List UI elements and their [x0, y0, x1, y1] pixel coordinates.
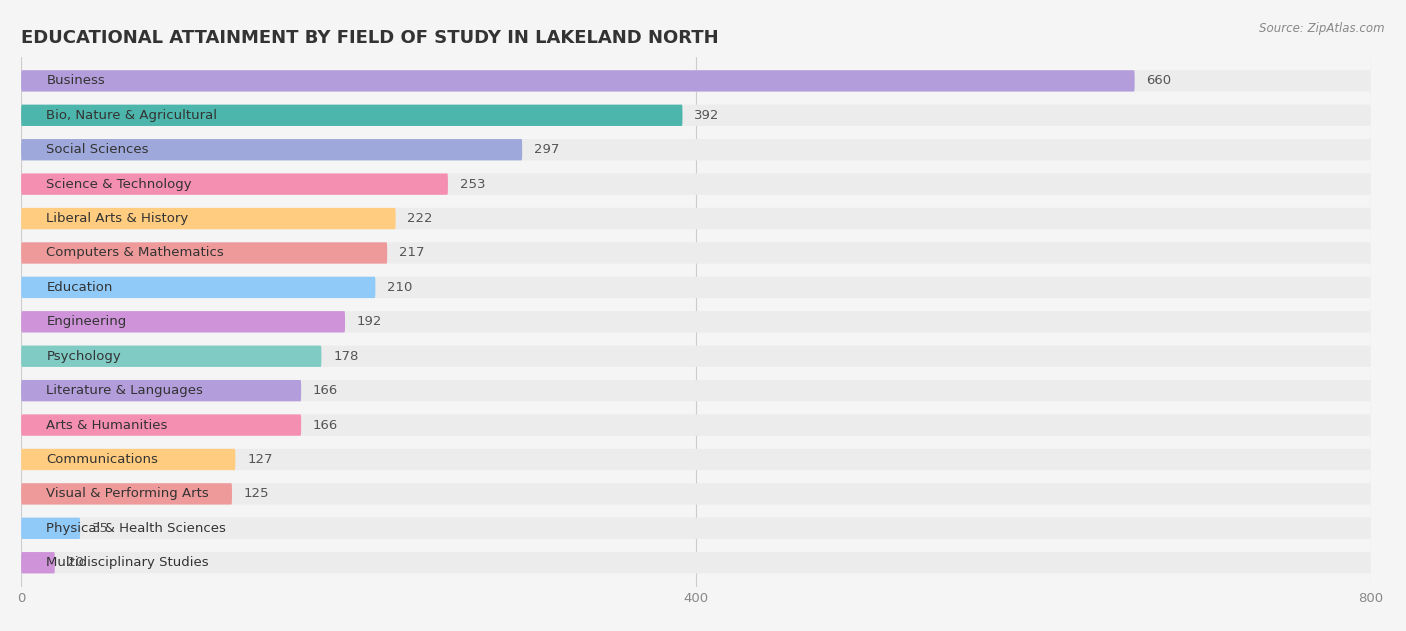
Text: 253: 253: [460, 178, 485, 191]
Text: Communications: Communications: [46, 453, 159, 466]
Text: 178: 178: [333, 350, 359, 363]
Text: 217: 217: [399, 247, 425, 259]
Text: 392: 392: [695, 109, 720, 122]
Text: Multidisciplinary Studies: Multidisciplinary Studies: [46, 557, 209, 569]
FancyBboxPatch shape: [21, 483, 1371, 505]
FancyBboxPatch shape: [21, 208, 1371, 229]
Text: 660: 660: [1146, 74, 1171, 87]
Text: 125: 125: [243, 487, 270, 500]
FancyBboxPatch shape: [21, 105, 682, 126]
FancyBboxPatch shape: [21, 483, 232, 505]
FancyBboxPatch shape: [21, 139, 1371, 160]
FancyBboxPatch shape: [21, 311, 344, 333]
Text: Business: Business: [46, 74, 105, 87]
Text: 127: 127: [247, 453, 273, 466]
Text: 192: 192: [357, 316, 382, 328]
FancyBboxPatch shape: [21, 346, 322, 367]
FancyBboxPatch shape: [21, 139, 522, 160]
FancyBboxPatch shape: [21, 517, 1371, 539]
Text: 297: 297: [534, 143, 560, 156]
FancyBboxPatch shape: [21, 517, 80, 539]
Text: 35: 35: [91, 522, 108, 535]
FancyBboxPatch shape: [21, 174, 449, 195]
FancyBboxPatch shape: [21, 449, 235, 470]
FancyBboxPatch shape: [21, 70, 1371, 91]
Text: 166: 166: [314, 418, 339, 432]
FancyBboxPatch shape: [21, 242, 1371, 264]
Text: EDUCATIONAL ATTAINMENT BY FIELD OF STUDY IN LAKELAND NORTH: EDUCATIONAL ATTAINMENT BY FIELD OF STUDY…: [21, 29, 718, 47]
Text: Science & Technology: Science & Technology: [46, 178, 193, 191]
FancyBboxPatch shape: [21, 552, 1371, 574]
FancyBboxPatch shape: [21, 174, 1371, 195]
Text: 20: 20: [66, 557, 83, 569]
Text: Social Sciences: Social Sciences: [46, 143, 149, 156]
Text: Physical & Health Sciences: Physical & Health Sciences: [46, 522, 226, 535]
Text: Bio, Nature & Agricultural: Bio, Nature & Agricultural: [46, 109, 218, 122]
FancyBboxPatch shape: [21, 105, 1371, 126]
FancyBboxPatch shape: [21, 277, 375, 298]
FancyBboxPatch shape: [21, 311, 1371, 333]
FancyBboxPatch shape: [21, 70, 1135, 91]
Text: Source: ZipAtlas.com: Source: ZipAtlas.com: [1260, 22, 1385, 35]
FancyBboxPatch shape: [21, 346, 1371, 367]
Text: Liberal Arts & History: Liberal Arts & History: [46, 212, 188, 225]
FancyBboxPatch shape: [21, 415, 301, 436]
Text: Education: Education: [46, 281, 112, 294]
FancyBboxPatch shape: [21, 208, 395, 229]
Text: Arts & Humanities: Arts & Humanities: [46, 418, 167, 432]
FancyBboxPatch shape: [21, 380, 1371, 401]
Text: 210: 210: [387, 281, 412, 294]
Text: Engineering: Engineering: [46, 316, 127, 328]
FancyBboxPatch shape: [21, 415, 1371, 436]
Text: Visual & Performing Arts: Visual & Performing Arts: [46, 487, 209, 500]
FancyBboxPatch shape: [21, 277, 1371, 298]
Text: Computers & Mathematics: Computers & Mathematics: [46, 247, 224, 259]
FancyBboxPatch shape: [21, 242, 387, 264]
FancyBboxPatch shape: [21, 449, 1371, 470]
Text: 222: 222: [408, 212, 433, 225]
Text: Psychology: Psychology: [46, 350, 121, 363]
Text: Literature & Languages: Literature & Languages: [46, 384, 204, 397]
FancyBboxPatch shape: [21, 552, 55, 574]
Text: 166: 166: [314, 384, 339, 397]
FancyBboxPatch shape: [21, 380, 301, 401]
